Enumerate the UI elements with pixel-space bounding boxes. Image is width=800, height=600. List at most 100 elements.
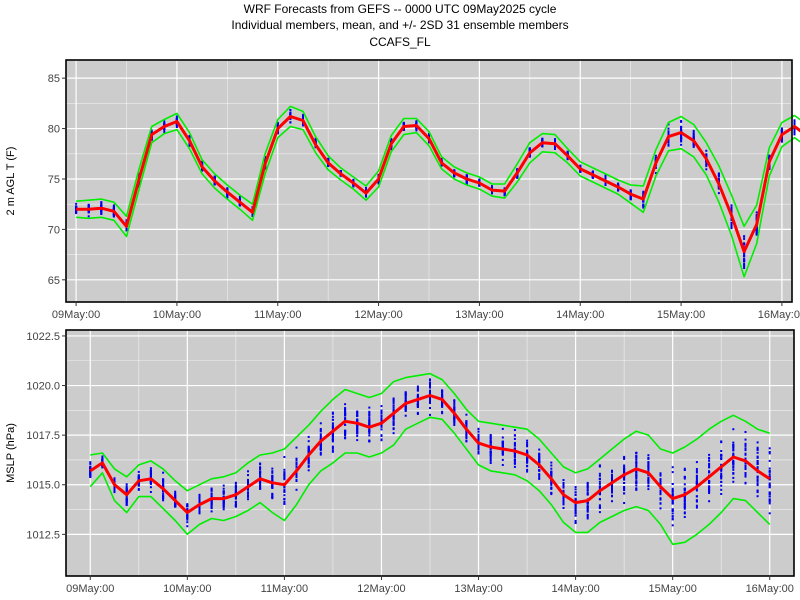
- member-point: [623, 492, 626, 495]
- member-point: [708, 500, 711, 503]
- member-point: [186, 521, 189, 524]
- member-point: [574, 510, 577, 512]
- member-point: [453, 400, 456, 403]
- member-point: [489, 440, 492, 443]
- member-point: [654, 166, 657, 169]
- member-point: [562, 489, 565, 492]
- member-point: [671, 517, 674, 520]
- member-point: [222, 504, 225, 507]
- member-point: [659, 483, 662, 486]
- member-point: [465, 431, 468, 434]
- member-point: [416, 385, 419, 388]
- member-point: [380, 425, 383, 428]
- member-point: [629, 195, 632, 198]
- member-point: [489, 441, 492, 444]
- member-point: [680, 140, 683, 143]
- member-point: [477, 430, 480, 433]
- member-point: [756, 475, 759, 478]
- member-point: [392, 409, 395, 411]
- member-point: [344, 423, 347, 426]
- member-point: [198, 495, 201, 498]
- member-point: [234, 485, 237, 488]
- member-point: [226, 196, 229, 199]
- member-point: [667, 143, 670, 146]
- member-point: [477, 443, 480, 446]
- member-point: [705, 168, 708, 171]
- member-point: [659, 498, 662, 501]
- member-point: [717, 177, 720, 180]
- member-point: [756, 484, 759, 487]
- member-point: [344, 403, 347, 406]
- member-point: [234, 486, 237, 489]
- member-point: [671, 493, 674, 496]
- member-point: [635, 454, 638, 457]
- member-point: [222, 495, 225, 498]
- member-point: [550, 474, 553, 477]
- member-point: [404, 395, 407, 398]
- member-point: [708, 480, 711, 483]
- member-point: [429, 398, 431, 401]
- member-point: [89, 470, 92, 473]
- member-point: [744, 448, 747, 451]
- member-point: [526, 441, 529, 444]
- member-point: [174, 490, 177, 493]
- member-point: [87, 204, 90, 207]
- member-point: [635, 458, 638, 461]
- member-point: [453, 406, 456, 409]
- member-point: [491, 186, 493, 189]
- member-point: [720, 493, 723, 495]
- member-point: [344, 413, 347, 416]
- member-point: [453, 422, 456, 425]
- member-point: [283, 488, 286, 491]
- member-point: [392, 406, 395, 409]
- member-point: [112, 215, 115, 218]
- member-point: [744, 438, 747, 441]
- member-point: [635, 465, 638, 468]
- member-point: [635, 456, 638, 459]
- member-point: [526, 456, 529, 459]
- member-point: [598, 477, 601, 480]
- member-point: [526, 465, 529, 468]
- y-tick-label: 70: [48, 224, 60, 236]
- member-point: [683, 483, 686, 486]
- member-point: [489, 448, 492, 451]
- member-point: [415, 127, 418, 129]
- member-point: [477, 428, 480, 431]
- member-point: [526, 452, 529, 455]
- member-point: [680, 120, 683, 122]
- member-point: [247, 492, 249, 495]
- member-point: [566, 151, 569, 154]
- member-point: [516, 176, 519, 179]
- member-point: [295, 476, 298, 479]
- member-point: [659, 478, 662, 481]
- member-point: [175, 118, 178, 121]
- member-point: [611, 494, 613, 497]
- member-point: [163, 131, 166, 133]
- member-point: [667, 127, 670, 130]
- member-point: [186, 504, 189, 507]
- member-point: [112, 206, 115, 209]
- member-point: [259, 462, 262, 465]
- member-point: [579, 169, 582, 172]
- member-point: [708, 492, 711, 494]
- member-point: [453, 174, 456, 177]
- member-point: [526, 470, 529, 473]
- member-point: [331, 445, 334, 448]
- member-point: [380, 405, 383, 408]
- member-point: [344, 434, 347, 437]
- member-point: [717, 192, 720, 195]
- member-point: [125, 483, 128, 486]
- member-point: [259, 473, 262, 476]
- member-point: [428, 141, 430, 143]
- member-point: [489, 453, 492, 456]
- member-point: [416, 405, 419, 408]
- member-point: [89, 466, 92, 469]
- member-point: [416, 394, 419, 397]
- member-point: [101, 457, 104, 460]
- member-point: [780, 131, 783, 134]
- member-point: [604, 174, 607, 177]
- member-point: [331, 434, 334, 437]
- member-point: [513, 447, 516, 450]
- member-point: [307, 435, 310, 438]
- member-point: [744, 458, 747, 460]
